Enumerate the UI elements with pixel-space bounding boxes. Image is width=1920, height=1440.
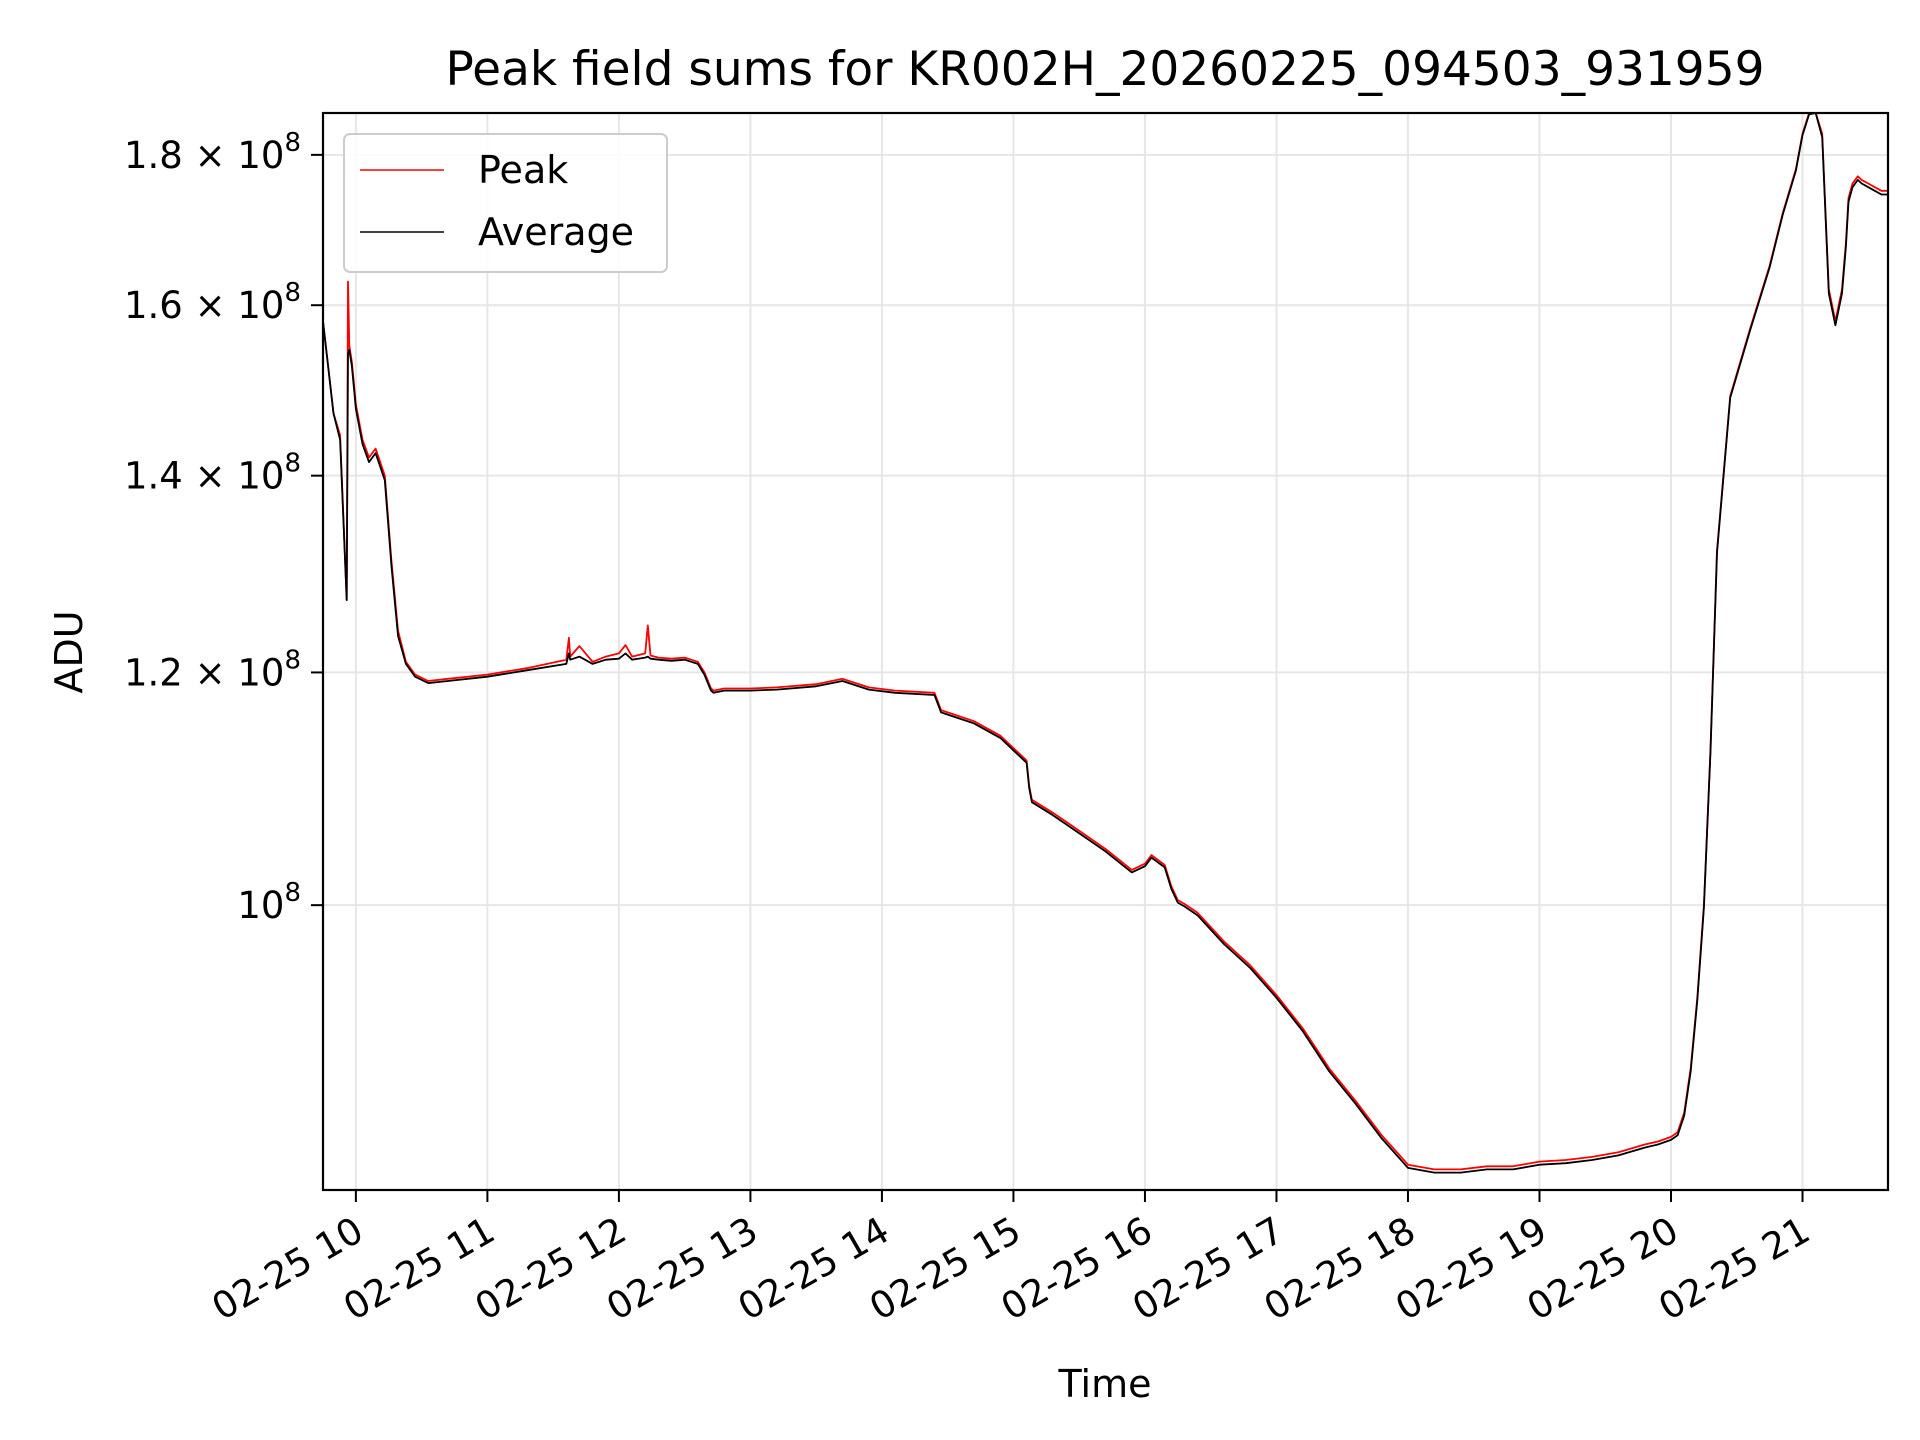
plot-area-frame bbox=[321, 111, 1890, 1192]
legend-average-label: Average bbox=[478, 210, 634, 254]
chart-title: Peak field sums for KR002H_20260225_0945… bbox=[445, 42, 1764, 97]
y-axis-label: ADU bbox=[47, 610, 91, 693]
y-tick-label: 1.6 × 108 bbox=[124, 278, 301, 327]
y-tick-label: 108 bbox=[237, 878, 301, 927]
legend-box bbox=[343, 133, 668, 273]
legend: Peak Average bbox=[343, 133, 668, 273]
series-layer bbox=[322, 112, 1888, 1174]
y-tick-label: 1.2 × 108 bbox=[124, 645, 301, 694]
grid-lines bbox=[323, 113, 1888, 1190]
x-axis-label: Time bbox=[1058, 1362, 1152, 1406]
y-axis-ticks: 108 1.2 × 108 1.4 × 108 1.6 × 108 1.8 × 108 bbox=[124, 128, 323, 927]
series-line-average bbox=[322, 112, 1888, 1174]
y-tick-label: 1.4 × 108 bbox=[124, 449, 301, 498]
legend-peak-label: Peak bbox=[478, 148, 568, 192]
y-tick-label: 1.8 × 108 bbox=[124, 128, 301, 177]
